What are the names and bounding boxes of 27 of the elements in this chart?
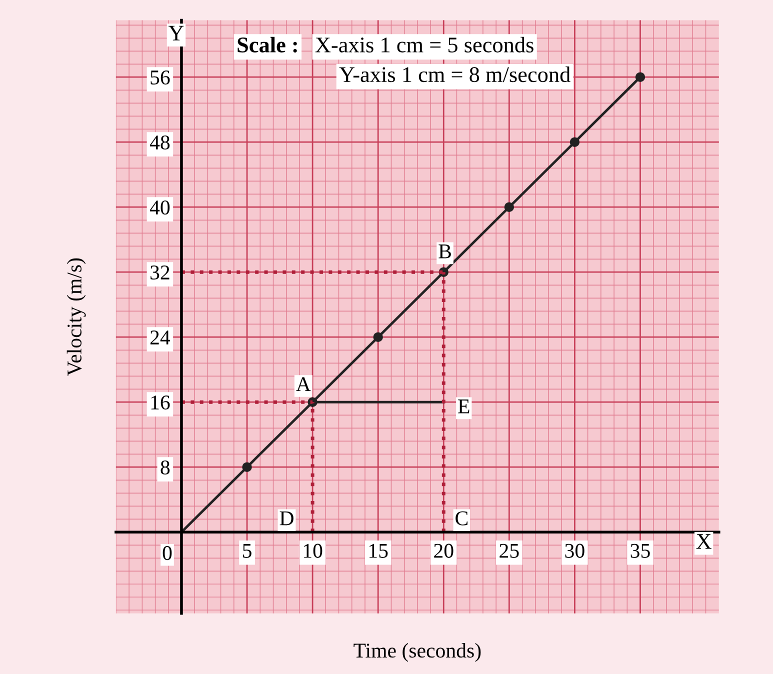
annotation: E (458, 400, 470, 414)
x-tick-label: 25 (500, 544, 519, 558)
annotation: D (280, 512, 294, 526)
annotation: 0 (162, 546, 172, 560)
y-tick-label: 16 (151, 396, 170, 410)
annotation: Scale : (238, 36, 297, 53)
x-tick-label: 20 (434, 544, 454, 558)
x-tick-label: 30 (565, 544, 584, 558)
x-tick-label: 35 (630, 544, 650, 558)
y-axis-title: Velocity (m/s) (66, 258, 86, 376)
y-tick-label: 32 (150, 266, 170, 280)
x-tick-label: 5 (243, 544, 252, 558)
annotation: Y-axis 1 cm = 8 m/second (339, 66, 570, 82)
annotation: X-axis 1 cm = 5 seconds (315, 36, 534, 52)
x-tick-label: 15 (370, 544, 388, 558)
x-tick-label: 10 (304, 544, 322, 558)
annotation: B (438, 244, 451, 258)
y-tick-label: 24 (150, 330, 170, 344)
annotation: Y (168, 26, 184, 40)
y-tick-label: 8 (160, 460, 170, 475)
annotation: A (296, 377, 311, 391)
annotation: X (696, 534, 712, 549)
y-tick-label: 48 (150, 135, 170, 150)
y-tick-label: 56 (150, 70, 170, 85)
x-axis-title: Time (seconds) (354, 642, 481, 662)
y-tick-label: 40 (150, 200, 170, 215)
annotation: C (456, 511, 468, 526)
